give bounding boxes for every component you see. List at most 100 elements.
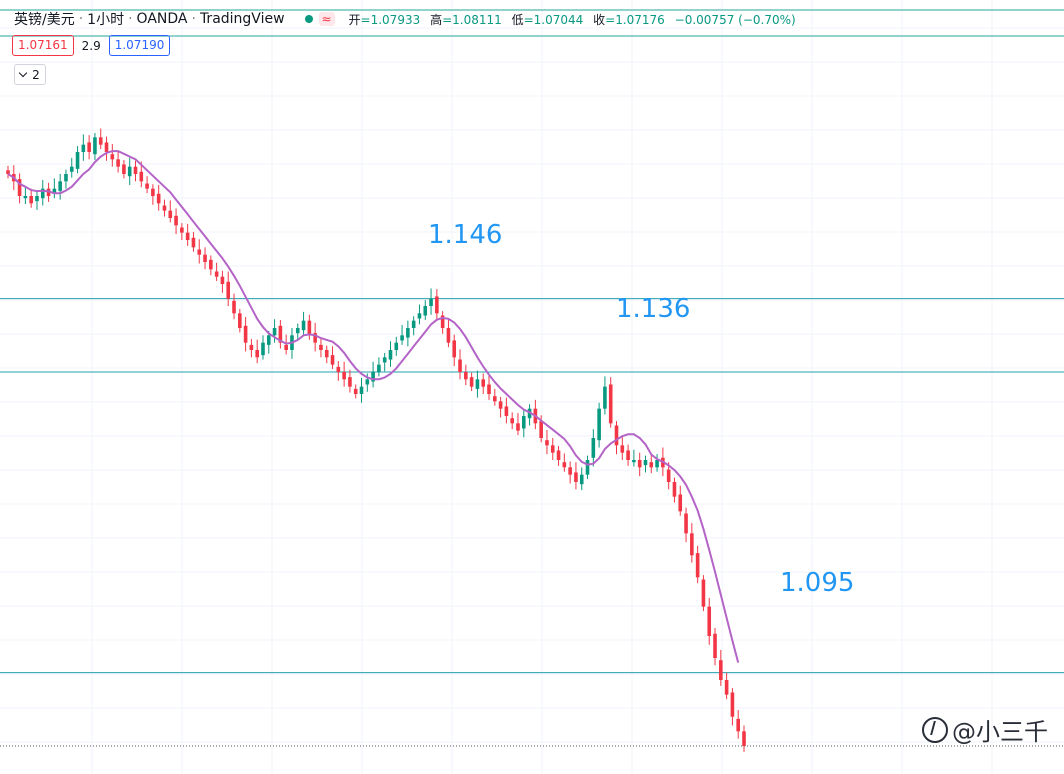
candle-body <box>614 425 619 446</box>
candle-body <box>87 142 91 152</box>
ohlc-values: 开=1.07933 高=1.08111 低=1.07044 收=1.07176 … <box>349 11 796 28</box>
candle-body <box>487 384 491 394</box>
candle-body <box>574 472 578 482</box>
candle-body <box>655 460 659 468</box>
candle-body <box>464 372 468 380</box>
candle-body <box>493 396 497 402</box>
chevron-down-icon <box>18 68 28 77</box>
market-status-icon[interactable] <box>304 15 313 23</box>
candle-body <box>690 533 694 556</box>
buy-price-button[interactable]: 1.07190 <box>108 35 171 56</box>
candle-body <box>266 335 271 345</box>
candle-body <box>695 553 700 578</box>
candle-body <box>417 313 422 319</box>
candle-body <box>122 164 126 174</box>
candle-body <box>597 408 601 441</box>
candle-body <box>469 377 474 387</box>
candle-body <box>550 445 555 453</box>
candle-body <box>359 386 364 394</box>
candle-body <box>736 718 741 732</box>
candle-body <box>440 315 445 328</box>
candle-body <box>29 196 33 204</box>
candle-body <box>295 328 300 334</box>
low-label: 低 <box>511 12 524 27</box>
symbol-legend: 英镑/美元 · 1小时 · OANDA · TradingView ≈ 开=1.… <box>14 8 796 30</box>
level-label-1: 1.146 <box>428 220 503 250</box>
candle-body <box>35 196 39 202</box>
symbol-name[interactable]: 英镑/美元 <box>14 12 75 28</box>
candle-body <box>643 460 648 466</box>
candle-body <box>603 386 607 409</box>
candle-body <box>127 166 132 177</box>
candle-body <box>562 462 567 468</box>
low-value: =1.07044 <box>523 12 584 27</box>
candle-body <box>145 183 149 189</box>
candle-body <box>608 384 613 424</box>
candle-body <box>98 137 103 145</box>
candle-body <box>684 513 688 534</box>
candle-body <box>556 450 561 460</box>
candle-body <box>185 232 190 240</box>
open-label: 开 <box>348 12 361 27</box>
candle-body <box>353 388 358 394</box>
candle-body <box>180 227 184 233</box>
candle-body <box>243 325 248 343</box>
watermark: @小三千 <box>922 712 1048 747</box>
candle-body <box>626 450 630 460</box>
change-value: −0.00757 (−0.70%) <box>674 12 796 27</box>
candle-body <box>510 418 514 424</box>
candle-body <box>342 372 346 380</box>
candle-body <box>69 166 74 172</box>
sell-price-button[interactable]: 1.07161 <box>12 35 74 56</box>
candle-body <box>394 342 399 350</box>
candle-body <box>249 344 254 350</box>
open-value: =1.07933 <box>360 12 421 27</box>
candle-body <box>707 606 712 636</box>
candle-body <box>203 254 207 262</box>
candle-body <box>261 342 265 356</box>
candle-body <box>156 193 161 204</box>
indicators-toggle-button[interactable]: 2 <box>14 64 46 85</box>
candle-body <box>93 137 97 155</box>
legend-separator: · <box>128 11 133 27</box>
candle-body <box>151 188 155 196</box>
candle-body <box>162 205 167 211</box>
candle-body <box>724 680 729 695</box>
indicators-count: 2 <box>32 67 40 82</box>
candle-body <box>672 482 677 497</box>
candle-body <box>411 320 416 328</box>
candle-body <box>678 494 683 512</box>
moving-average-line <box>7 150 740 663</box>
candle-body <box>701 579 706 607</box>
candle-body <box>319 344 323 350</box>
candle-body <box>232 300 236 314</box>
candle-body <box>666 469 671 482</box>
candle-body <box>17 179 22 196</box>
candle-body <box>371 372 375 382</box>
candle-body <box>139 171 144 182</box>
candle-body <box>336 366 341 372</box>
candle-body <box>400 335 404 341</box>
platform-label: TradingView <box>199 11 285 27</box>
close-value: =1.07176 <box>605 12 665 27</box>
candle-body <box>75 152 80 169</box>
candle-body <box>481 379 486 387</box>
candle-body <box>446 328 451 343</box>
legend-separator: · <box>78 11 84 27</box>
candle-body <box>238 313 242 328</box>
candle-body <box>545 440 549 446</box>
candle-body <box>498 401 503 409</box>
level-label-2: 1.136 <box>616 294 691 324</box>
wave-icon[interactable]: ≈ <box>318 12 335 26</box>
candle-body <box>133 166 138 174</box>
candle-body <box>539 421 543 438</box>
candle-body <box>365 379 370 385</box>
interval-label[interactable]: 1小时 <box>87 12 125 28</box>
candle-body <box>348 377 352 387</box>
quote-row: 1.07161 2.9 1.07190 <box>12 35 171 56</box>
candle-body <box>516 423 520 431</box>
candle-body <box>637 460 642 468</box>
candle-body <box>521 416 526 429</box>
